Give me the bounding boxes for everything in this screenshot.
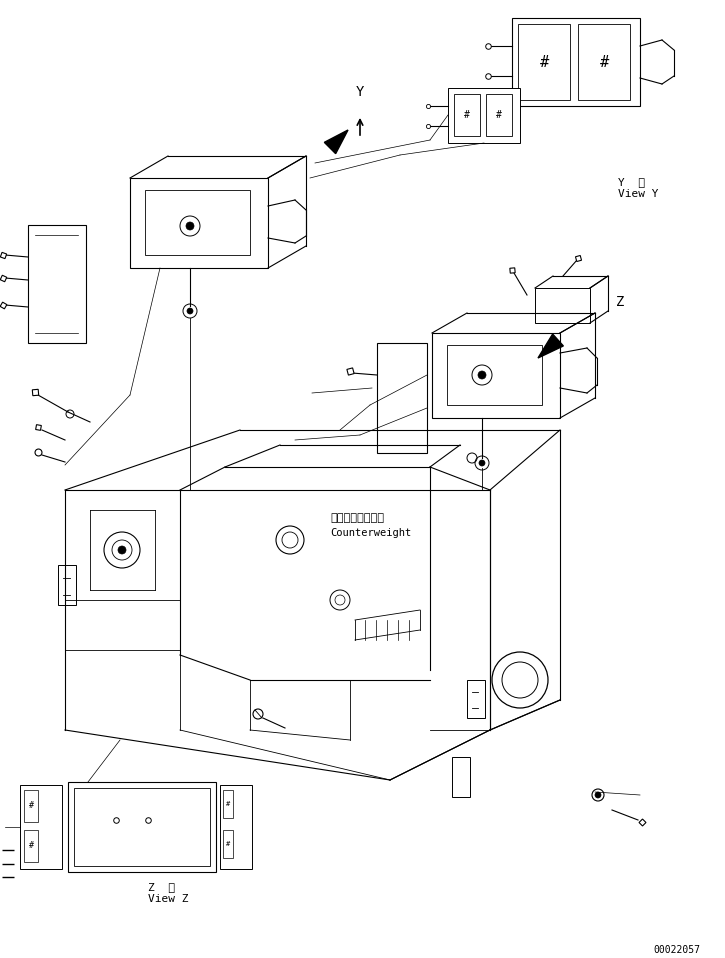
Text: Y: Y	[356, 85, 364, 99]
Bar	[20, 785, 62, 869]
Bar	[377, 343, 427, 453]
Bar	[447, 345, 542, 405]
Text: #: #	[28, 841, 33, 851]
Bar	[448, 88, 520, 143]
Bar	[452, 757, 470, 797]
Circle shape	[186, 222, 194, 230]
Circle shape	[479, 460, 485, 466]
Bar	[24, 790, 38, 822]
Circle shape	[478, 371, 486, 379]
Bar	[58, 565, 76, 605]
Circle shape	[595, 792, 601, 798]
Circle shape	[187, 308, 193, 314]
Polygon shape	[538, 334, 563, 358]
Bar	[578, 24, 630, 100]
Circle shape	[118, 546, 126, 554]
Bar	[518, 24, 570, 100]
Text: 00022057: 00022057	[653, 945, 700, 955]
Text: Z: Z	[616, 295, 624, 309]
Bar	[535, 288, 590, 323]
Text: #: #	[226, 801, 230, 807]
Bar	[454, 94, 480, 136]
Bar	[220, 785, 252, 869]
Text: #: #	[600, 55, 608, 70]
Text: #: #	[28, 802, 33, 810]
Bar	[223, 790, 233, 818]
Polygon shape	[324, 130, 348, 153]
Text: Z  視
View Z: Z 視 View Z	[148, 882, 188, 903]
Bar	[68, 782, 216, 872]
Bar	[24, 830, 38, 862]
Bar	[486, 94, 512, 136]
Bar	[130, 178, 268, 268]
Text: #: #	[226, 841, 230, 847]
Text: #: #	[539, 55, 549, 70]
Text: カウンタウェイト: カウンタウェイト	[330, 513, 384, 523]
Bar	[145, 190, 250, 255]
Bar	[512, 18, 640, 106]
Text: #: #	[464, 110, 470, 120]
Bar	[223, 830, 233, 858]
Bar	[467, 680, 485, 718]
Bar	[74, 788, 210, 866]
Bar	[28, 225, 86, 343]
Text: Y  視
View Y: Y 視 View Y	[618, 177, 658, 199]
Bar	[432, 333, 560, 418]
Text: #: #	[496, 110, 502, 120]
Text: Counterweight: Counterweight	[330, 528, 411, 538]
